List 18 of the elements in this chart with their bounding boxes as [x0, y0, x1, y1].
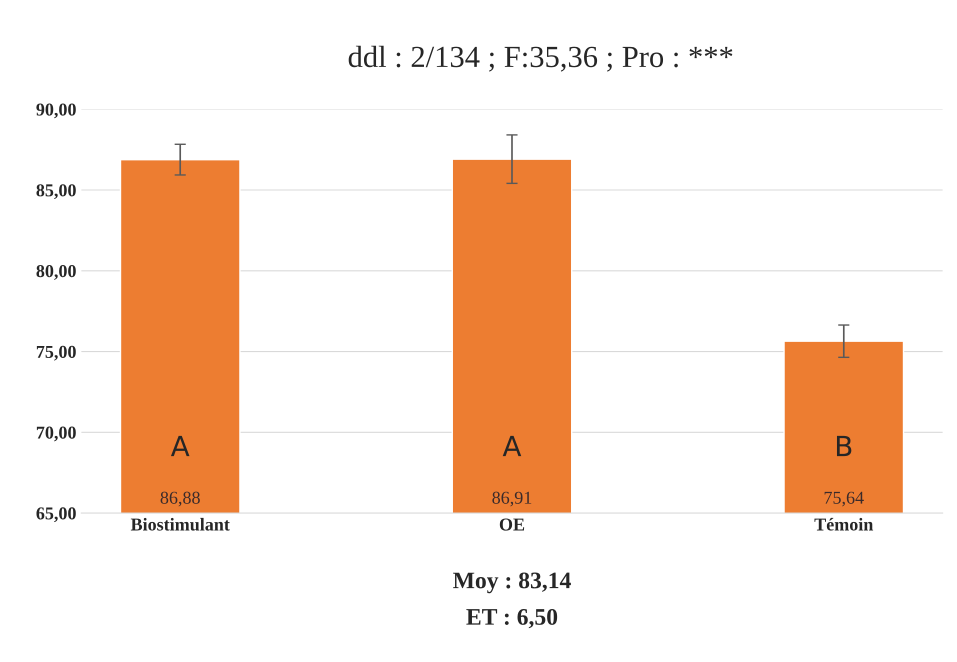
annotation: B [836, 436, 852, 456]
x-tick-label: Témoin [814, 518, 874, 531]
y-tick-label: 70,00 [36, 426, 76, 442]
y-tick-label: 80,00 [36, 265, 76, 280]
y-tick-label: 75,00 [36, 346, 76, 361]
y-tick-label: 90,00 [36, 103, 76, 118]
data-label: 86,91 [492, 492, 532, 506]
data-label: 86,88 [160, 492, 200, 506]
x-tick-label: OE [500, 518, 524, 531]
annotation: A [170, 436, 190, 456]
text: Moy : 83,14 [453, 572, 571, 594]
y-tick-label: 85,00 [36, 184, 76, 200]
chart-title: ddl : 2/134 ; F:35,36 ; Pro : *** [348, 46, 732, 72]
data-label: 75,64 [824, 492, 864, 506]
y-tick-label: 65,00 [36, 507, 76, 522]
x-tick-label: Biostimulant [130, 518, 230, 531]
text: ET : 6,50 [466, 608, 558, 628]
annotation: A [502, 436, 522, 456]
